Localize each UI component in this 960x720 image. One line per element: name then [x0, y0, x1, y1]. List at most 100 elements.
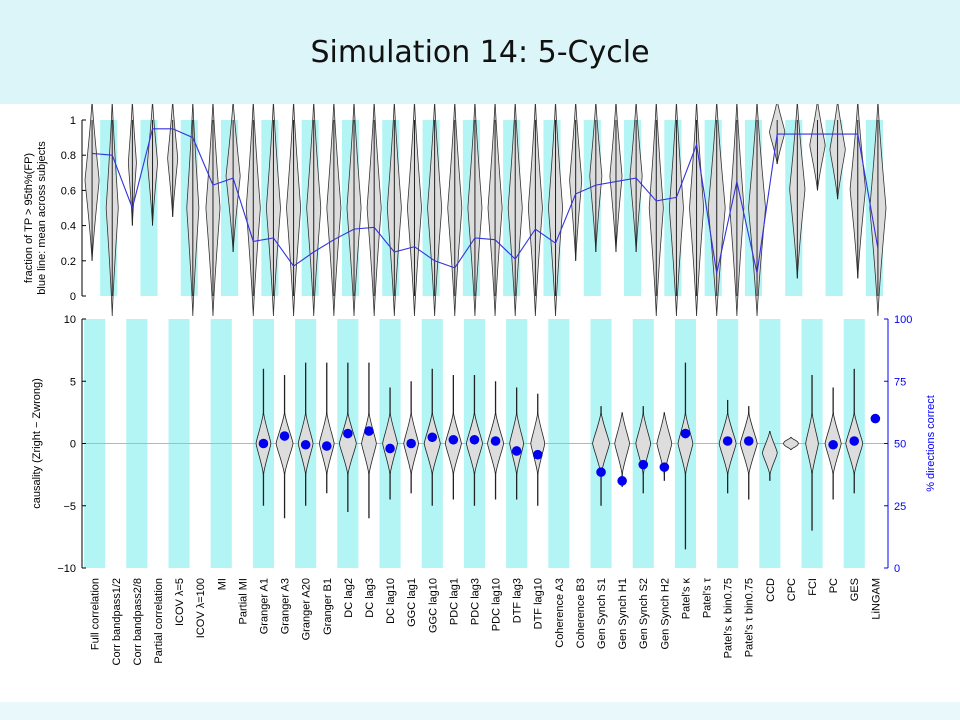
- violin: [783, 436, 799, 451]
- data-point: [364, 426, 374, 436]
- lower-y-tick-label: −10: [57, 563, 76, 575]
- category-label: Granger A20: [301, 578, 313, 640]
- violin: [339, 412, 357, 475]
- category-label: Granger A3: [280, 578, 292, 634]
- violin: [509, 412, 525, 475]
- category-label: Corr bandpass1/2: [111, 578, 123, 665]
- slide-footer-band: [0, 702, 960, 720]
- category-label: DTF lag10: [533, 578, 545, 629]
- category-label: PDC lag3: [469, 578, 481, 625]
- lower-y-axis-label: causality (Zright − Zwrong): [31, 378, 43, 509]
- category-label: GES: [849, 578, 861, 601]
- category-label: ICOV λ=5: [174, 578, 186, 626]
- data-point: [638, 459, 649, 470]
- violin: [635, 412, 652, 475]
- category-label: CPC: [786, 578, 798, 601]
- category-label: Corr bandpass2/8: [132, 578, 144, 665]
- upper-y-tick-label: 0.2: [61, 256, 76, 268]
- data-point: [321, 441, 332, 451]
- axes: 0 0.2 0.4 0.6 0.8 1 fraction of TP > 95th%(FP)…: [23, 115, 937, 575]
- category-label: ICOV λ=100: [195, 578, 207, 638]
- violin: [805, 412, 819, 475]
- data-point: [427, 432, 438, 443]
- right-y-tick-label: 0: [894, 563, 900, 575]
- category-label: Gen Synch S2: [638, 578, 650, 649]
- category-label: Gen Synch S1: [596, 578, 608, 649]
- right-y-axis-label: % directions correct: [925, 395, 937, 492]
- upper-panel: [84, 99, 887, 317]
- mean-line: [92, 128, 879, 274]
- lower-y-tick-label: 5: [70, 376, 76, 388]
- upper-y-tick-label: 0.8: [61, 150, 76, 162]
- category-label: Gen Synch H1: [617, 578, 629, 650]
- category-labels: Full correlation Corr bandpass1/2 Corr ban…: [90, 577, 883, 665]
- upper-y-tick-label: 0: [70, 291, 76, 303]
- category-label: Granger B1: [322, 578, 334, 635]
- category-label: Partial correlation: [153, 578, 165, 664]
- category-label: Patel's τ: [702, 577, 714, 618]
- category-label: Coherence A3: [554, 578, 566, 648]
- category-label: Coherence B3: [575, 578, 587, 648]
- data-point: [300, 439, 311, 450]
- violin: [656, 412, 673, 475]
- data-point: [870, 413, 881, 424]
- upper-y-axis-label: blue line: mean across subjects: [36, 141, 48, 295]
- data-point: [680, 428, 691, 439]
- category-label: CCD: [765, 578, 777, 602]
- category-label: GGC lag10: [427, 578, 439, 633]
- category-label: Gen Synch H2: [659, 578, 671, 650]
- violin: [677, 412, 694, 475]
- data-point: [532, 449, 543, 460]
- data-point: [511, 446, 522, 456]
- category-label: LiNGAM: [870, 578, 882, 620]
- category-label: DTF lag3: [512, 578, 524, 623]
- category-label: MI: [216, 578, 228, 590]
- chart-svg: 0 0.2 0.4 0.6 0.8 1 fraction of TP > 95th%(FP)…: [23, 99, 937, 665]
- upper-y-tick-label: 0.4: [61, 221, 76, 233]
- data-point: [385, 443, 395, 454]
- data-point: [617, 476, 627, 486]
- data-point: [659, 462, 670, 472]
- category-label: DC lag10: [385, 578, 397, 624]
- lower-y-tick-label: 10: [64, 314, 76, 326]
- category-label: DC lag3: [364, 578, 376, 618]
- violin: [423, 412, 441, 475]
- category-label: PDC lag10: [491, 578, 503, 631]
- category-label: Granger A1: [258, 578, 270, 634]
- category-label: Patel's τ bin0.75: [744, 578, 756, 657]
- slide-title: Simulation 14: 5-Cycle: [0, 0, 960, 104]
- violin: [530, 412, 546, 475]
- right-y-tick-label: 25: [894, 501, 906, 513]
- violin: [762, 430, 778, 475]
- violin: [382, 412, 398, 475]
- data-point: [448, 434, 459, 445]
- violin: [275, 412, 294, 475]
- right-y-tick-label: 100: [894, 314, 912, 326]
- lower-y-tick-label: −5: [63, 501, 76, 513]
- data-point: [722, 436, 733, 446]
- right-y-tick-label: 50: [894, 439, 906, 451]
- upper-y-axis-label: fraction of TP > 95th%(FP): [23, 153, 35, 283]
- data-point: [258, 438, 269, 449]
- category-label: Patel's κ: [680, 578, 692, 620]
- data-point: [469, 434, 480, 445]
- violin: [361, 412, 377, 475]
- lower-panel: [82, 362, 888, 550]
- category-label: GGC lag1: [406, 578, 418, 627]
- right-y-tick-label: 75: [894, 376, 906, 388]
- data-point: [279, 431, 290, 441]
- figure: 0 0.2 0.4 0.6 0.8 1 fraction of TP > 95th%(FP)…: [0, 99, 960, 702]
- data-point: [596, 467, 606, 477]
- category-label: DC lag2: [343, 578, 355, 618]
- data-point: [849, 436, 860, 446]
- violin: [614, 412, 630, 475]
- category-label: Partial MI: [237, 578, 249, 624]
- category-label: PDC lag1: [448, 578, 460, 625]
- data-point: [743, 436, 754, 446]
- data-point: [828, 439, 838, 450]
- category-label: FCI: [807, 578, 819, 596]
- data-point: [406, 438, 416, 449]
- category-label: Patel's κ bin0.75: [723, 578, 735, 658]
- category-label: Full correlation: [90, 578, 102, 650]
- upper-y-tick-label: 1: [70, 115, 76, 127]
